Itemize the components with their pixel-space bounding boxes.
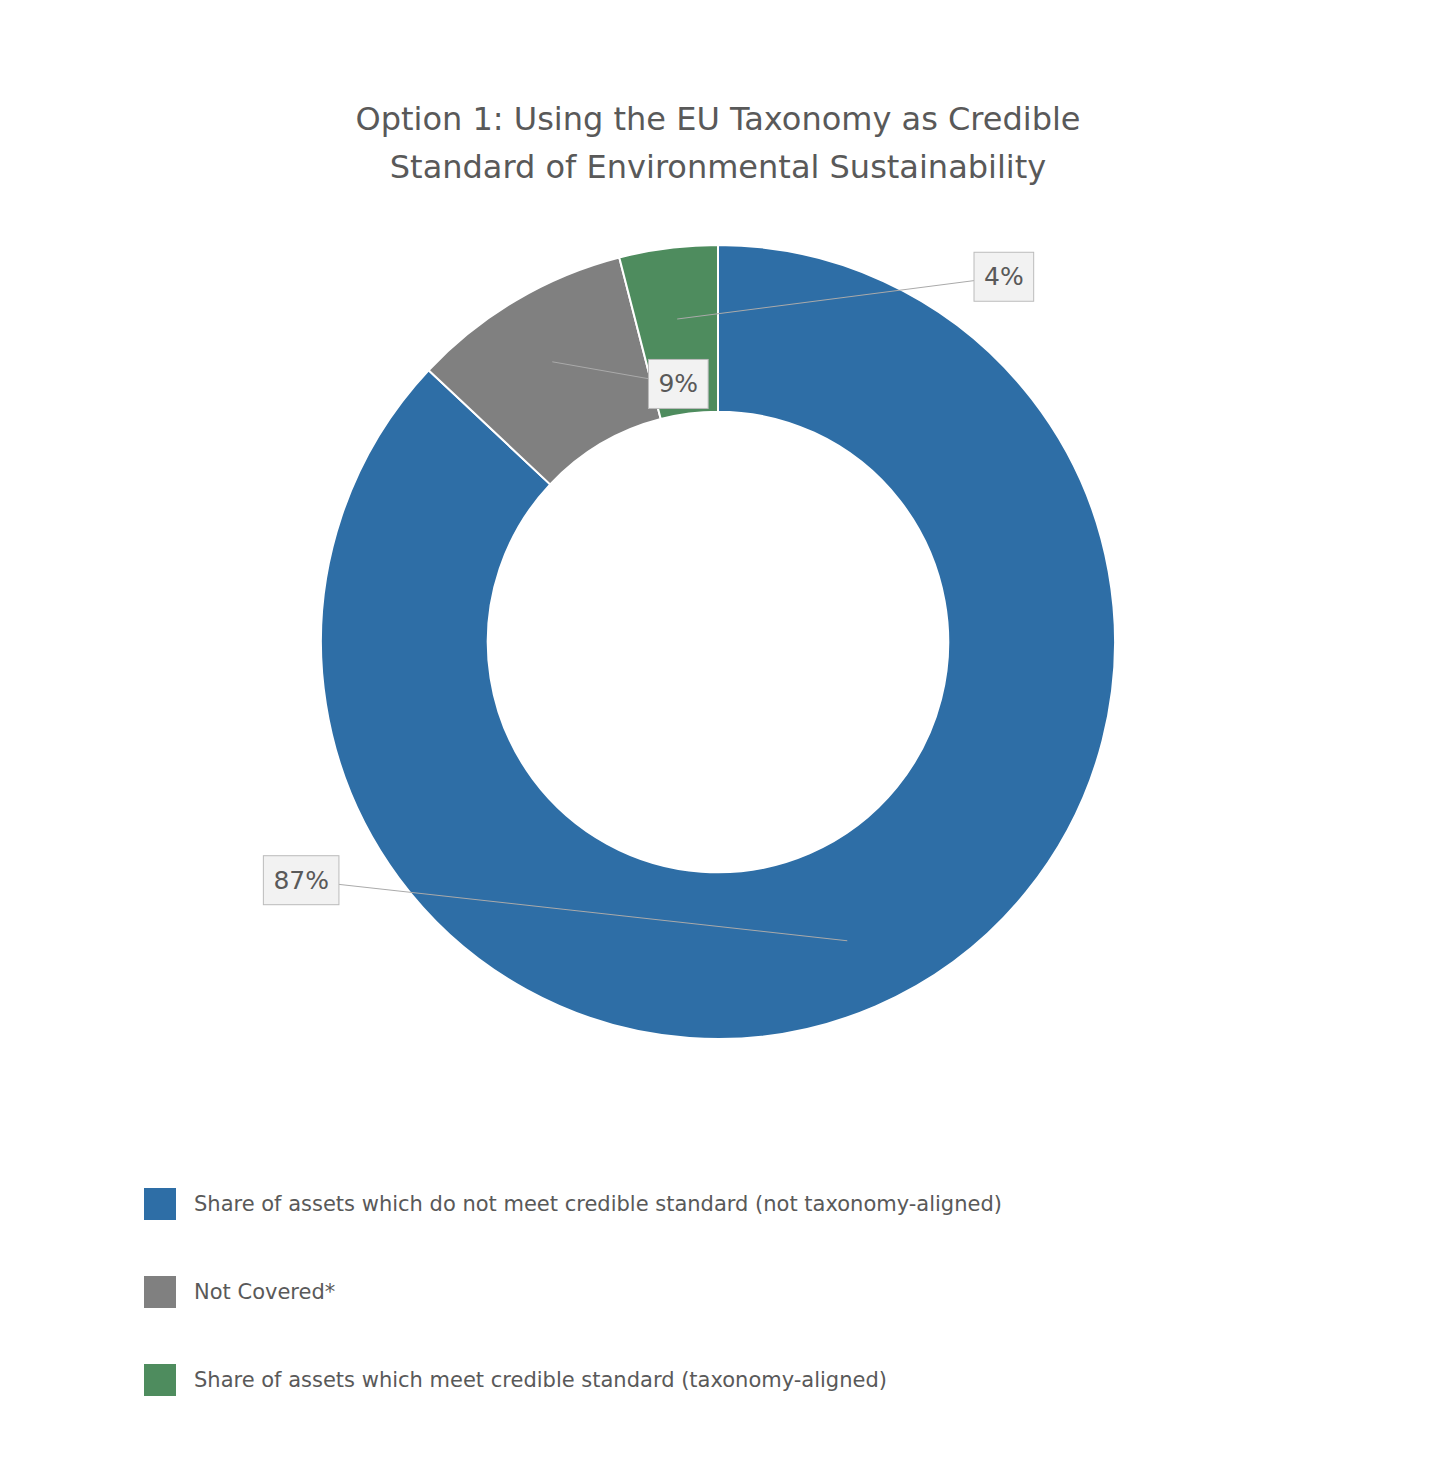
legend-swatch [144, 1188, 176, 1220]
leader-line [677, 277, 1004, 319]
legend-label: Not Covered* [194, 1280, 335, 1304]
annotations: 87% 9% 4% [263, 252, 1033, 941]
legend-label: Share of assets which do not meet credib… [194, 1192, 1002, 1216]
slice [619, 245, 718, 419]
slice [321, 245, 1115, 1039]
legend-item: Share of assets which do not meet credib… [144, 1188, 1002, 1220]
legend-item: Share of assets which meet credible stan… [144, 1364, 887, 1396]
legend-swatch [144, 1364, 176, 1396]
leader-line [301, 880, 847, 941]
chart: Option 1: Using the EU Taxonomy as Credi… [0, 0, 1436, 1460]
title-line: Standard of Environmental Sustainability [390, 148, 1046, 186]
label-box [648, 359, 708, 408]
legend-swatch [144, 1276, 176, 1308]
legend: Share of assets which do not meet credib… [144, 1188, 1002, 1396]
label-box [263, 856, 339, 905]
leader-lines [301, 277, 1004, 941]
label-texts: 87% 9% 4% [273, 262, 1023, 894]
label-boxes [263, 252, 1033, 904]
donut [321, 245, 1115, 1039]
data-label: 9% [658, 369, 698, 398]
label-box [974, 252, 1034, 301]
title-line: Option 1: Using the EU Taxonomy as Credi… [355, 100, 1080, 138]
legend-item: Not Covered* [144, 1276, 335, 1308]
data-label: 4% [984, 262, 1024, 291]
plot-area [321, 245, 1115, 1039]
title: Option 1: Using the EU Taxonomy as Credi… [355, 100, 1080, 186]
legend-label: Share of assets which meet credible stan… [194, 1368, 887, 1392]
slice [429, 257, 661, 484]
data-label: 87% [273, 866, 329, 895]
